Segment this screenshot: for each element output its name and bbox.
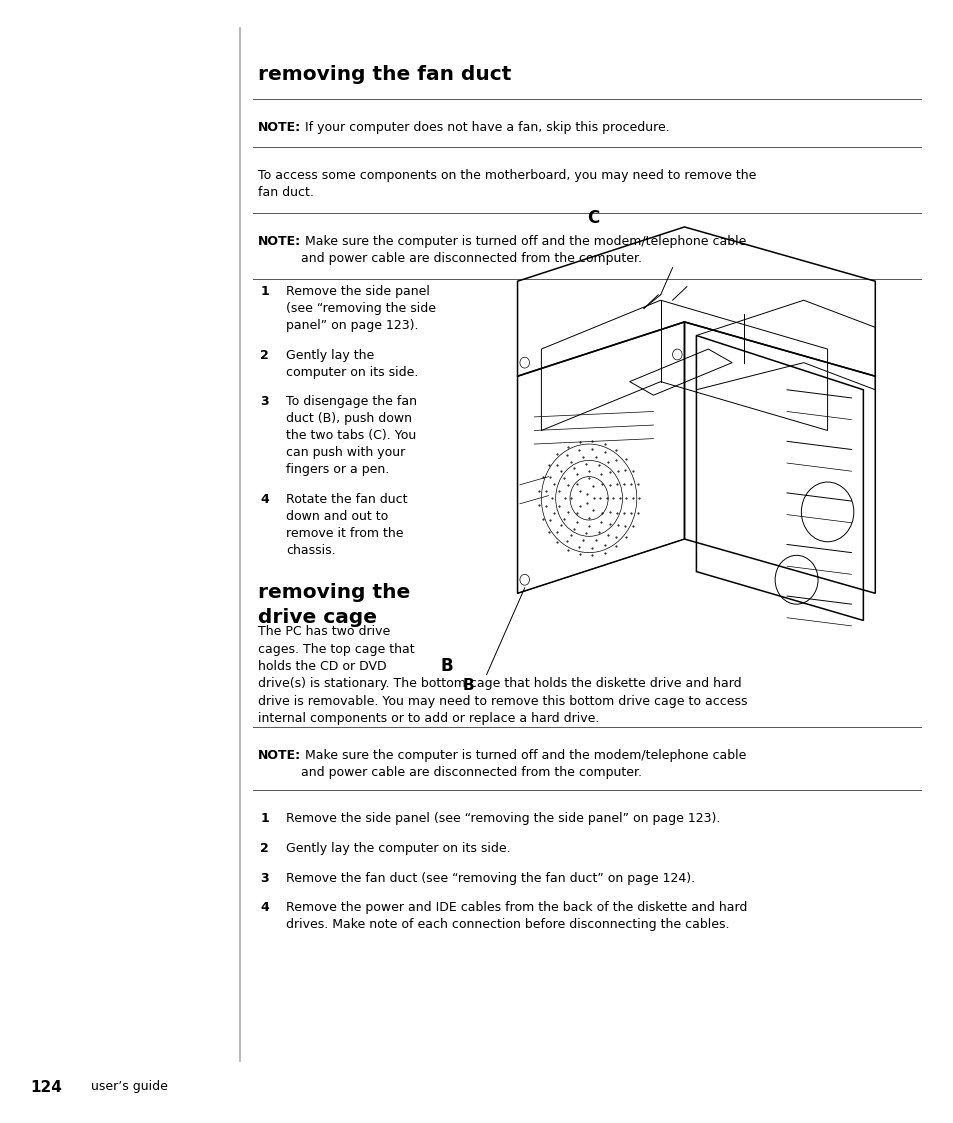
Text: internal components or to add or replace a hard drive.: internal components or to add or replace…: [257, 712, 598, 725]
Text: Remove the side panel
(see “removing the side
panel” on page 123).: Remove the side panel (see “removing the…: [286, 285, 436, 332]
Text: 1: 1: [260, 285, 269, 299]
Text: The PC has two drive: The PC has two drive: [257, 626, 390, 638]
Text: cages. The top cage that: cages. The top cage that: [257, 642, 414, 656]
Text: B: B: [440, 657, 453, 675]
Text: holds the CD or DVD: holds the CD or DVD: [257, 660, 386, 673]
Text: 3: 3: [260, 395, 269, 408]
Text: 2: 2: [260, 348, 269, 362]
Text: Gently lay the
computer on its side.: Gently lay the computer on its side.: [286, 348, 418, 378]
Text: To access some components on the motherboard, you may need to remove the
fan duc: To access some components on the motherb…: [257, 168, 755, 199]
Text: removing the
drive cage: removing the drive cage: [257, 583, 410, 627]
Text: 3: 3: [260, 871, 269, 885]
Text: Gently lay the computer on its side.: Gently lay the computer on its side.: [286, 842, 510, 855]
Text: 124: 124: [30, 1080, 62, 1095]
Text: drive(s) is stationary. The bottom cage that holds the diskette drive and hard: drive(s) is stationary. The bottom cage …: [257, 677, 740, 691]
Text: drive is removable. You may need to remove this bottom drive cage to access: drive is removable. You may need to remo…: [257, 695, 746, 707]
Text: C: C: [586, 209, 598, 227]
Text: NOTE:: NOTE:: [257, 749, 300, 761]
Text: Make sure the computer is turned off and the modem/telephone cable
and power cab: Make sure the computer is turned off and…: [301, 235, 746, 265]
Text: To disengage the fan
duct (B), push down
the two tabs (C). You
can push with you: To disengage the fan duct (B), push down…: [286, 395, 416, 476]
Text: Remove the side panel (see “removing the side panel” on page 123).: Remove the side panel (see “removing the…: [286, 812, 720, 825]
Text: 1: 1: [260, 812, 269, 825]
Text: B: B: [462, 678, 474, 694]
Text: Rotate the fan duct
down and out to
remove it from the
chassis.: Rotate the fan duct down and out to remo…: [286, 493, 407, 557]
Text: removing the fan duct: removing the fan duct: [257, 65, 511, 84]
Text: If your computer does not have a fan, skip this procedure.: If your computer does not have a fan, sk…: [301, 121, 670, 134]
Text: Remove the fan duct (see “removing the fan duct” on page 124).: Remove the fan duct (see “removing the f…: [286, 871, 695, 885]
Text: 4: 4: [260, 902, 269, 914]
Text: 2: 2: [260, 842, 269, 855]
Text: Remove the power and IDE cables from the back of the diskette and hard
drives. M: Remove the power and IDE cables from the…: [286, 902, 747, 931]
Text: Make sure the computer is turned off and the modem/telephone cable
and power cab: Make sure the computer is turned off and…: [301, 749, 746, 778]
Text: NOTE:: NOTE:: [257, 121, 300, 134]
Text: user’s guide: user’s guide: [91, 1080, 168, 1094]
Text: 4: 4: [260, 493, 269, 506]
Text: NOTE:: NOTE:: [257, 235, 300, 248]
